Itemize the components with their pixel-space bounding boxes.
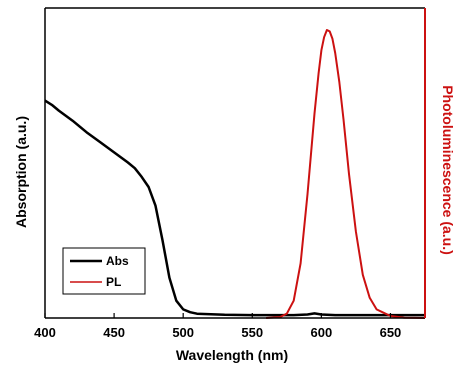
y-axis-title: Absorption (a.u.) — [13, 116, 29, 228]
legend-label-abs: Abs — [106, 254, 129, 268]
x-tick-label: 400 — [34, 325, 56, 340]
legend-box — [62, 247, 146, 295]
x-tick-label: 450 — [103, 325, 125, 340]
series-line-abs — [44, 99, 425, 317]
x-ticks: 400 450 500 550 600 650 — [34, 313, 401, 340]
x-tick-label: 550 — [241, 325, 263, 340]
x-tick-label: 500 — [172, 325, 194, 340]
x-axis-title: Wavelength (nm) — [176, 347, 288, 363]
legend: Abs PL — [62, 247, 146, 295]
x-tick-label: 650 — [380, 325, 402, 340]
x-tick-label: 600 — [311, 325, 333, 340]
y2-axis-title: Photoluminescence (a.u.) — [440, 85, 456, 255]
legend-label-pl: PL — [106, 275, 121, 289]
series-line-pl — [266, 29, 426, 319]
series-layer — [44, 29, 426, 319]
